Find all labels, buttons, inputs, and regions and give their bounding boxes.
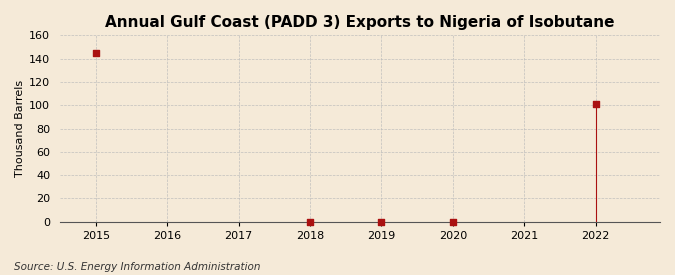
Point: [591, 102, 601, 106]
Y-axis label: Thousand Barrels: Thousand Barrels: [15, 80, 25, 177]
Point: [90, 51, 101, 55]
Text: Source: U.S. Energy Information Administration: Source: U.S. Energy Information Administ…: [14, 262, 260, 272]
Point: [376, 219, 387, 224]
Title: Annual Gulf Coast (PADD 3) Exports to Nigeria of Isobutane: Annual Gulf Coast (PADD 3) Exports to Ni…: [105, 15, 615, 30]
Point: [448, 219, 458, 224]
Point: [304, 219, 315, 224]
